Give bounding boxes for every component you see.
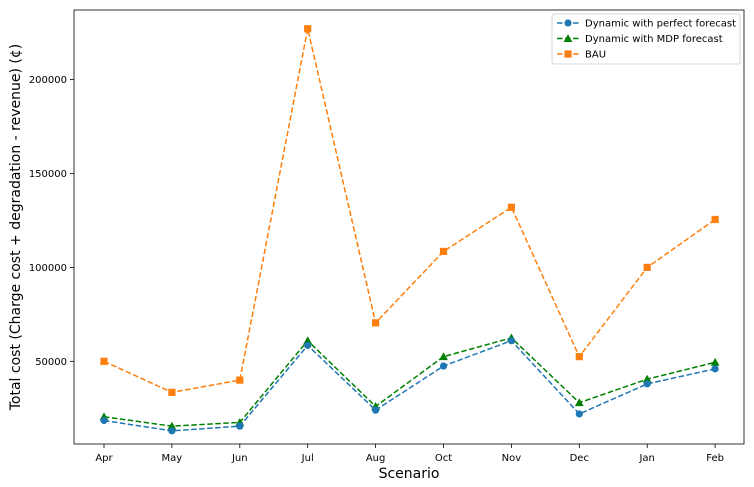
data-point [507, 337, 515, 345]
data-point [711, 365, 719, 373]
data-point [303, 336, 313, 345]
data-point [439, 352, 448, 361]
x-tick-label: Aug [366, 453, 386, 464]
data-point [643, 263, 651, 271]
series-line [103, 337, 716, 427]
legend-entry: BAU [557, 50, 606, 61]
x-tick-label: Nov [502, 453, 522, 464]
legend-marker [564, 19, 572, 27]
x-tick-label: Dec [570, 453, 589, 464]
legend-entry: Dynamic with MDP forecast [557, 34, 723, 45]
series-0 [100, 337, 719, 435]
data-point [100, 357, 108, 365]
data-point [574, 398, 584, 407]
data-point [439, 362, 448, 370]
data-point [168, 388, 176, 396]
legend: Dynamic with perfect forecast Dynamic wit… [551, 13, 741, 65]
y-axis: 50000 100000 150000 200000 [29, 75, 74, 368]
data-point [643, 380, 651, 388]
x-axis-label: Scenario [379, 466, 440, 482]
y-tick-label: 200000 [29, 75, 67, 86]
series-layer [99, 25, 720, 435]
plot-area [73, 9, 745, 445]
data-point [304, 25, 312, 33]
data-point [575, 353, 583, 361]
data-point [236, 376, 244, 384]
legend-label: BAU [585, 50, 606, 61]
data-point [100, 416, 108, 425]
x-tick-label: Feb [706, 453, 724, 464]
legend-label: Dynamic with MDP forecast [585, 34, 723, 45]
y-tick-label: 100000 [29, 263, 67, 274]
x-tick-label: Apr [95, 453, 113, 464]
legend-label: Dynamic with perfect forecast [585, 19, 736, 30]
legend-box [551, 13, 741, 65]
legend-entry: Dynamic with perfect forecast [557, 19, 736, 30]
data-point [168, 427, 176, 435]
data-point [439, 247, 448, 256]
data-point [507, 203, 515, 211]
data-point [372, 319, 380, 327]
y-axis-label: Total cost (Charge cost + degradation - … [8, 44, 24, 412]
series-line [103, 28, 716, 394]
data-point [236, 422, 244, 430]
x-tick-label: Jul [301, 453, 314, 464]
x-tick-label: Oct [435, 453, 452, 464]
x-tick-label: Jun [231, 453, 248, 464]
legend-marker [563, 34, 573, 43]
data-point [642, 374, 652, 383]
data-point [710, 357, 720, 366]
x-axis: Apr May Jun Jul Aug Oct Nov Dec Jan Feb [95, 444, 724, 464]
series-2 [100, 25, 719, 396]
x-tick-label: Jan [638, 453, 654, 464]
data-point [167, 421, 177, 430]
y-tick-label: 50000 [35, 357, 67, 368]
series-line [103, 339, 716, 432]
data-point [575, 410, 583, 418]
data-point [304, 341, 312, 349]
data-point [711, 215, 719, 224]
legend-marker [564, 50, 572, 58]
x-tick-label: May [162, 453, 183, 464]
data-point [372, 406, 380, 414]
y-tick-label: 150000 [29, 169, 67, 180]
